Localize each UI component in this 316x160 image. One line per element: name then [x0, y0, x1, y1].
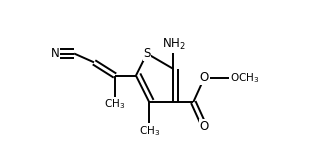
Text: NH$_2$: NH$_2$: [161, 37, 185, 52]
Text: N: N: [51, 47, 59, 60]
Text: CH$_3$: CH$_3$: [104, 97, 125, 111]
Text: O: O: [200, 71, 209, 84]
Text: OCH$_3$: OCH$_3$: [230, 71, 259, 85]
Text: S: S: [143, 47, 151, 60]
Text: O: O: [200, 120, 209, 133]
Text: CH$_3$: CH$_3$: [139, 124, 160, 138]
